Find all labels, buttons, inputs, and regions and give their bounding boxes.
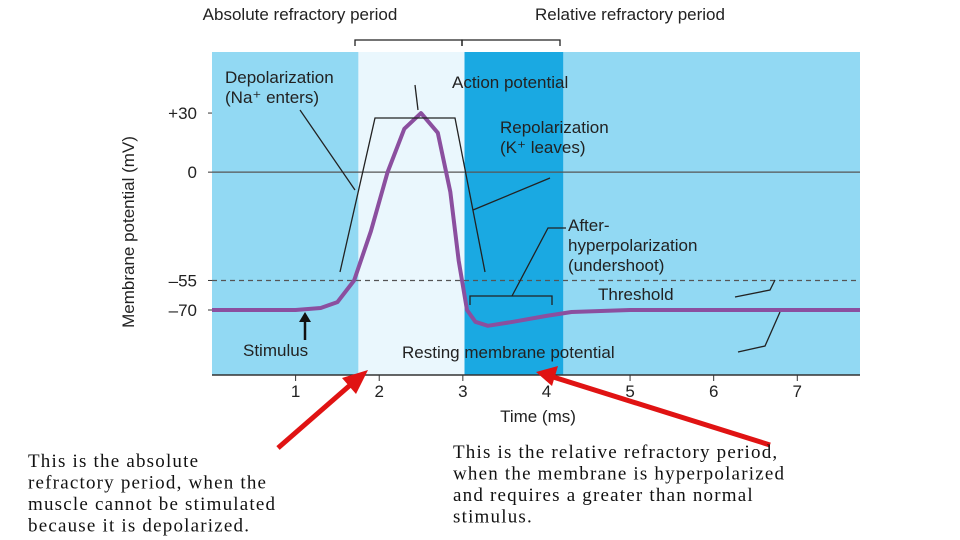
leader xyxy=(299,109,356,191)
x-tick-label: 5 xyxy=(625,382,634,401)
annotation: (undershoot) xyxy=(568,256,664,275)
leader xyxy=(737,311,781,353)
x-axis-label: Time (ms) xyxy=(500,407,576,426)
bracket xyxy=(339,117,486,273)
leader xyxy=(414,84,419,111)
note-line: when the membrane is hyperpolarized xyxy=(453,464,785,485)
bracket xyxy=(469,295,553,305)
annotation: (Na⁺ enters) xyxy=(225,88,319,107)
series-label: Action potential xyxy=(452,73,568,92)
leader xyxy=(472,177,551,211)
y-tick-label: +30 xyxy=(168,104,197,123)
y-tick-label: –55 xyxy=(169,271,197,290)
note-line: because it is depolarized. xyxy=(28,516,250,537)
annotation: Depolarization xyxy=(225,68,334,87)
y-tick-label: –70 xyxy=(169,301,197,320)
note-line: stimulus. xyxy=(453,507,533,528)
note-line: This is the absolute xyxy=(28,451,199,472)
annotation: After- xyxy=(568,216,610,235)
x-tick-label: 1 xyxy=(291,382,300,401)
x-tick-label: 6 xyxy=(709,382,718,401)
bands xyxy=(212,52,860,375)
red-arrows xyxy=(276,366,771,450)
leader-lines xyxy=(299,39,781,353)
curve xyxy=(212,111,860,328)
note-line: muscle cannot be stimulated xyxy=(28,494,276,515)
annotation: (K⁺ leaves) xyxy=(500,138,586,157)
arrowhead xyxy=(536,366,558,386)
note-line: refractory period, when the xyxy=(28,473,267,494)
annotation: Threshold xyxy=(598,285,674,304)
band-title: Absolute refractory period xyxy=(203,5,398,24)
leader xyxy=(511,227,566,297)
x-tick-label: 4 xyxy=(542,382,551,401)
leader xyxy=(734,279,776,298)
note-line: This is the relative refractory period, xyxy=(453,442,778,463)
band xyxy=(464,52,564,375)
x-tick-label: 2 xyxy=(374,382,383,401)
x-tick-label: 7 xyxy=(793,382,802,401)
annotation: Resting membrane potential xyxy=(402,343,615,362)
arrowhead xyxy=(342,370,368,394)
arrow xyxy=(549,373,771,448)
annotation: Repolarization xyxy=(500,118,609,137)
y-axis-label: Membrane potential (mV) xyxy=(119,136,138,328)
bracket xyxy=(461,39,561,46)
note-line: and requires a greater than normal xyxy=(453,485,754,506)
y-tick-label: 0 xyxy=(188,163,197,182)
annotation: Stimulus xyxy=(243,341,308,360)
bracket xyxy=(354,39,463,46)
plot: +30 0 –55 –70 1 2 3 4 5 6 7 Action potential Depolar… xyxy=(168,68,860,401)
annotation: hyperpolarization xyxy=(568,236,697,255)
arrow xyxy=(276,378,358,450)
stimulus-arrowhead xyxy=(299,312,311,322)
x-tick-label: 3 xyxy=(458,382,467,401)
band-title: Relative refractory period xyxy=(535,5,725,24)
